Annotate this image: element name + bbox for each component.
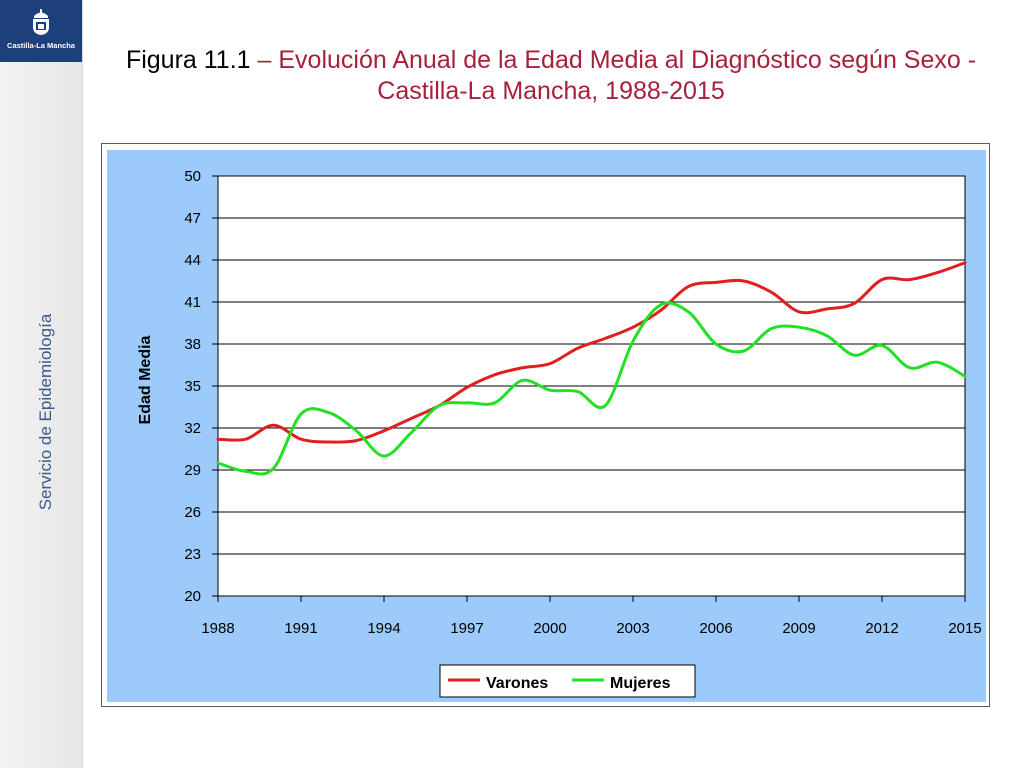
- x-tick-label: 2015: [948, 620, 981, 637]
- x-tick-label: 2006: [699, 620, 732, 637]
- figure-title: Figura 11.1 – Evolución Anual de la Edad…: [96, 45, 1006, 107]
- y-tick-label: 35: [184, 378, 201, 395]
- y-tick-label: 20: [184, 588, 201, 605]
- legend-label-varones: Varones: [486, 675, 548, 692]
- series-line-varones: [216, 261, 967, 444]
- logo-text: Castilla-La Mancha: [7, 41, 75, 50]
- y-axis-ticks: 20 23 26 29 32 35 38 41 44 47 50: [184, 168, 218, 605]
- y-tick-label: 38: [184, 336, 201, 353]
- institution-logo: Castilla-La Mancha: [0, 0, 82, 62]
- legend: Varones Mujeres: [439, 664, 696, 698]
- x-tick-label: 2009: [782, 620, 815, 637]
- y-tick-label: 32: [184, 420, 201, 437]
- legend-label-mujeres: Mujeres: [610, 675, 671, 692]
- coat-of-arms-icon: [33, 9, 49, 35]
- y-tick-label: 44: [184, 252, 201, 269]
- title-dash: –: [257, 46, 272, 74]
- x-tick-label: 1994: [367, 620, 400, 637]
- x-tick-label: 2000: [533, 620, 566, 637]
- series-group: [216, 261, 967, 476]
- y-axis-title: Edad Media: [137, 335, 154, 424]
- x-axis-ticks: 1988 1991 1994 1997 2000 2003 2006 2009 2012 2015: [201, 596, 982, 637]
- y-tick-label: 41: [184, 294, 201, 311]
- y-tick-label: 26: [184, 504, 201, 521]
- y-tick-label: 47: [184, 210, 201, 227]
- y-tick-label: 29: [184, 462, 201, 479]
- legend-box: [439, 664, 696, 698]
- y-tick-label: 50: [184, 168, 201, 185]
- figure-number: Figura 11.1: [125, 46, 251, 74]
- side-band: Castilla-La Mancha Servicio de Epidemiol…: [0, 0, 83, 768]
- figure-title-text: Evolución Anual de la Edad Media al Diag…: [278, 46, 977, 105]
- x-tick-label: 1991: [284, 620, 317, 637]
- x-tick-label: 2012: [865, 620, 898, 637]
- y-tick-label: 23: [184, 546, 201, 563]
- x-tick-label: 2003: [616, 620, 649, 637]
- x-tick-label: 1988: [201, 620, 234, 637]
- x-tick-label: 1997: [450, 620, 483, 637]
- series-line-mujeres: [216, 301, 967, 476]
